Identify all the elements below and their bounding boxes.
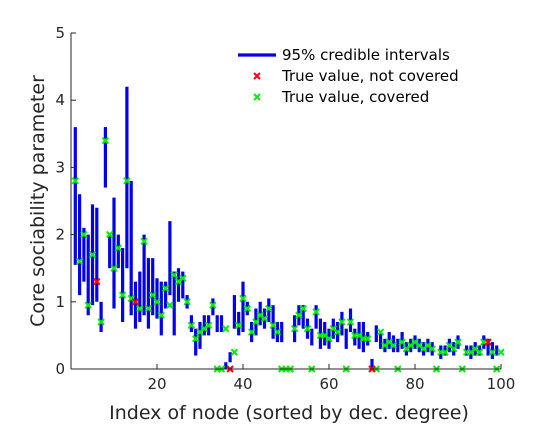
true-value-covered-marker	[269, 321, 277, 330]
true-value-covered-marker	[110, 264, 118, 272]
x-axis-title: Index of node (sorted by dec. degree)	[109, 402, 469, 424]
true-value-covered-marker	[136, 304, 144, 313]
true-value-covered-marker	[191, 335, 200, 343]
y-axis-title: Core sociability parameter	[27, 75, 49, 327]
true-value-covered-marker	[209, 301, 217, 309]
true-value-covered-marker	[243, 304, 252, 313]
legend-label: True value, not covered	[281, 67, 459, 85]
true-value-covered-marker	[161, 284, 170, 293]
true-value-covered-marker	[118, 291, 127, 299]
true-value-covered-marker	[222, 324, 230, 333]
legend-cross-swatch	[253, 93, 261, 101]
true-value-covered-marker	[376, 328, 385, 336]
true-value-covered-marker	[183, 298, 191, 306]
y-tick-label: 5	[55, 24, 65, 42]
x-tick-label: 60	[319, 375, 338, 393]
true-value-covered-marker	[363, 335, 372, 343]
true-value-covered-marker	[204, 321, 213, 330]
y-tick-label: 2	[55, 226, 65, 244]
true-value-covered-marker	[157, 311, 166, 319]
true-value-covered-marker	[239, 294, 247, 303]
y-tick-label: 3	[55, 158, 65, 176]
true-value-covered-marker	[475, 348, 484, 356]
true-value-covered-marker	[105, 230, 114, 239]
true-value-covered-marker	[153, 298, 161, 306]
true-value-not-covered-marker	[131, 298, 140, 306]
true-value-covered-marker	[265, 304, 273, 313]
true-value-covered-marker	[312, 308, 320, 316]
y-tick-label: 0	[55, 360, 65, 378]
y-tick-label: 4	[55, 91, 65, 109]
true-value-covered-marker	[333, 328, 342, 336]
true-value-covered-marker	[338, 318, 346, 326]
true-value-covered-marker	[252, 318, 260, 326]
true-value-covered-marker	[88, 251, 97, 259]
true-value-covered-marker	[101, 136, 110, 145]
legend-label: 95% credible intervals	[282, 46, 450, 64]
true-value-covered-marker	[247, 328, 256, 336]
true-value-covered-marker	[114, 244, 123, 252]
y-tick-label: 1	[55, 293, 65, 311]
true-value-covered-marker	[84, 301, 92, 309]
true-value-covered-marker	[71, 177, 80, 185]
true-value-covered-marker	[389, 341, 398, 350]
true-value-not-covered-marker	[93, 277, 101, 286]
true-value-covered-marker	[166, 301, 174, 309]
true-value-covered-marker	[441, 348, 449, 356]
true-value-covered-marker	[346, 318, 355, 326]
true-value-covered-marker	[497, 348, 505, 356]
x-tick-label: 40	[233, 375, 252, 393]
true-value-covered-marker	[97, 318, 105, 326]
axes	[70, 32, 502, 370]
true-value-covered-marker	[234, 321, 243, 330]
covered-markers	[71, 136, 505, 373]
true-value-covered-marker	[170, 271, 178, 279]
x-tick-label: 20	[147, 375, 166, 393]
true-value-covered-marker	[428, 345, 436, 353]
legend-cross-swatch	[253, 72, 261, 80]
true-value-covered-marker	[187, 321, 196, 330]
tick-labels: 20 40 60 80 100 0 1 2 3 4 5	[55, 24, 515, 393]
true-value-covered-marker	[295, 311, 303, 319]
true-value-covered-marker	[123, 177, 131, 185]
true-value-covered-marker	[144, 304, 153, 313]
true-value-covered-marker	[80, 230, 88, 239]
true-value-covered-marker	[179, 274, 187, 282]
true-value-covered-marker	[449, 345, 458, 353]
true-value-not-covered-marker	[484, 338, 492, 346]
x-tick-label: 100	[487, 375, 516, 393]
x-tick-label: 80	[405, 375, 424, 393]
true-value-covered-marker	[148, 291, 157, 299]
legend: 95% credible intervals True value, not co…	[238, 46, 459, 106]
true-value-covered-marker	[325, 335, 333, 343]
true-value-covered-marker	[75, 257, 84, 266]
true-value-covered-marker	[398, 338, 406, 346]
true-value-covered-marker	[140, 237, 148, 246]
credible-intervals	[73, 86, 499, 369]
true-value-covered-marker	[260, 314, 269, 323]
true-value-covered-marker	[303, 324, 312, 333]
true-value-covered-marker	[273, 328, 282, 336]
true-value-covered-marker	[230, 348, 239, 356]
true-value-covered-marker	[488, 348, 497, 356]
legend-label: True value, covered	[281, 88, 429, 106]
true-value-covered-marker	[454, 338, 462, 346]
true-value-covered-marker	[290, 324, 299, 333]
true-value-covered-marker	[299, 304, 307, 313]
